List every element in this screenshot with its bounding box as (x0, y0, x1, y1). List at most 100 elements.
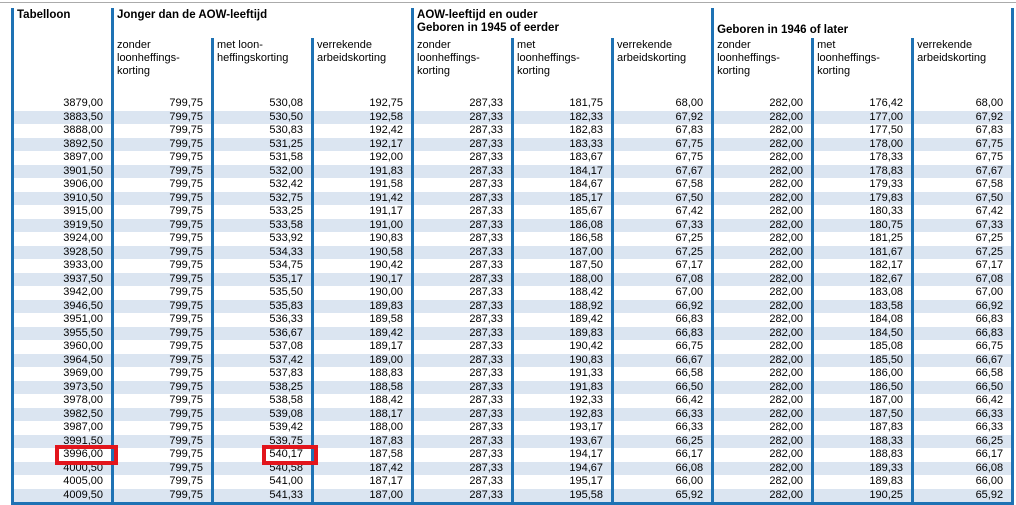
cell: 67,50 (911, 191, 1015, 205)
cell: 799,75 (111, 299, 213, 313)
cell: 282,00 (711, 299, 813, 313)
cell: 67,08 (611, 272, 713, 286)
cell: 187,00 (811, 394, 913, 408)
cell: 194,17 (511, 448, 613, 462)
cell: 3915,00 (11, 205, 113, 219)
cell: 3933,00 (11, 259, 113, 273)
table-row: 3919,50 799,75 533,58 191,00 287,33 186,08 67,… (11, 218, 1015, 232)
cell: 192,17 (310, 137, 413, 151)
cell: 183,58 (811, 299, 913, 313)
cell: 191,58 (310, 178, 413, 192)
cell: 192,83 (511, 407, 613, 421)
cell: 179,33 (811, 178, 913, 192)
cell: 188,83 (310, 367, 413, 381)
cell: 66,83 (911, 313, 1015, 327)
cell: 67,92 (911, 110, 1015, 124)
cell: 186,50 (811, 380, 913, 394)
cell: 181,67 (811, 245, 913, 259)
cell: 282,00 (711, 124, 813, 138)
table-row: 3991,50 799,75 539,75 187,83 287,33 193,67 66,… (11, 434, 1015, 448)
cell: 799,75 (111, 475, 213, 489)
cell: 287,33 (411, 488, 513, 504)
cell: 287,33 (411, 326, 513, 340)
cell: 799,75 (111, 164, 213, 178)
cell: 287,33 (411, 164, 513, 178)
cell: 282,00 (711, 367, 813, 381)
cell: 287,33 (411, 110, 513, 124)
cell: 67,92 (611, 110, 713, 124)
cell: 183,67 (511, 151, 613, 165)
cell: 187,42 (310, 461, 413, 475)
cell: 187,58 (310, 448, 413, 462)
table-row: 3897,00 799,75 531,58 192,00 287,33 183,67 67,… (11, 151, 1015, 165)
cell: 67,17 (611, 259, 713, 273)
cell: 287,33 (411, 461, 513, 475)
cell: 67,25 (911, 232, 1015, 246)
cell: 178,00 (811, 137, 913, 151)
table-row: 4009,50 799,75 541,33 187,00 287,33 195,58 65,… (11, 488, 1015, 504)
cell: 186,58 (511, 232, 613, 246)
cell: 3996,00 (11, 448, 113, 462)
cell: 189,42 (511, 313, 613, 327)
cell: 190,42 (511, 340, 613, 354)
cell: 3928,50 (11, 245, 113, 259)
cell: 799,75 (111, 205, 213, 219)
cell: 799,75 (111, 340, 213, 354)
cell: 540,17 (211, 448, 313, 462)
column-header-g2-zonder: zonder loonheffings- korting (411, 38, 513, 97)
table-row: 3901,50 799,75 532,00 191,83 287,33 184,17 67,… (11, 164, 1015, 178)
cell: 539,42 (211, 421, 313, 435)
cell: 287,33 (411, 232, 513, 246)
cell: 282,00 (711, 272, 813, 286)
cell: 536,33 (211, 313, 313, 327)
cell: 533,58 (211, 218, 313, 232)
cell: 799,75 (111, 110, 213, 124)
cell: 282,00 (711, 434, 813, 448)
cell: 533,92 (211, 232, 313, 246)
cell: 282,00 (711, 461, 813, 475)
cell: 66,17 (611, 448, 713, 462)
cell: 184,17 (511, 164, 613, 178)
cell: 67,58 (611, 178, 713, 192)
cell: 189,83 (310, 299, 413, 313)
cell: 3991,50 (11, 434, 113, 448)
cell: 799,75 (111, 191, 213, 205)
table-row: 3946,50 799,75 535,83 189,83 287,33 188,92 66,… (11, 299, 1015, 313)
cell: 66,50 (611, 380, 713, 394)
cell: 178,33 (811, 151, 913, 165)
cell: 191,33 (511, 367, 613, 381)
cell: 68,00 (911, 97, 1015, 111)
cell: 188,58 (310, 380, 413, 394)
wage-tax-table: Tabelloon Jonger dan de AOW-leeftijd AOW… (11, 8, 1015, 505)
cell: 188,33 (811, 434, 913, 448)
cell: 799,75 (111, 218, 213, 232)
cell: 67,25 (911, 245, 1015, 259)
cell: 195,58 (511, 488, 613, 504)
column-header-g3-verrekende: verrekende arbeidskorting (911, 38, 1015, 97)
column-header-g1-met: met loon- heffingskorting (211, 38, 313, 97)
cell: 190,17 (310, 272, 413, 286)
cell: 189,33 (811, 461, 913, 475)
cell: 287,33 (411, 124, 513, 138)
cell: 66,25 (911, 434, 1015, 448)
table-row: 3906,00 799,75 532,42 191,58 287,33 184,67 67,… (11, 178, 1015, 192)
cell: 541,00 (211, 475, 313, 489)
cell: 189,42 (310, 326, 413, 340)
cell: 66,17 (911, 448, 1015, 462)
cell: 534,33 (211, 245, 313, 259)
cell: 287,33 (411, 407, 513, 421)
cell: 3955,50 (11, 326, 113, 340)
cell: 3919,50 (11, 218, 113, 232)
cell: 187,50 (511, 259, 613, 273)
cell: 537,42 (211, 353, 313, 367)
cell: 287,33 (411, 151, 513, 165)
cell: 282,00 (711, 164, 813, 178)
cell: 66,33 (611, 407, 713, 421)
cell: 65,92 (611, 488, 713, 504)
cell: 799,75 (111, 137, 213, 151)
cell: 3906,00 (11, 178, 113, 192)
cell: 282,00 (711, 313, 813, 327)
group-header-jonger-dan-aow: Jonger dan de AOW-leeftijd (110, 8, 413, 38)
cell: 67,75 (911, 151, 1015, 165)
